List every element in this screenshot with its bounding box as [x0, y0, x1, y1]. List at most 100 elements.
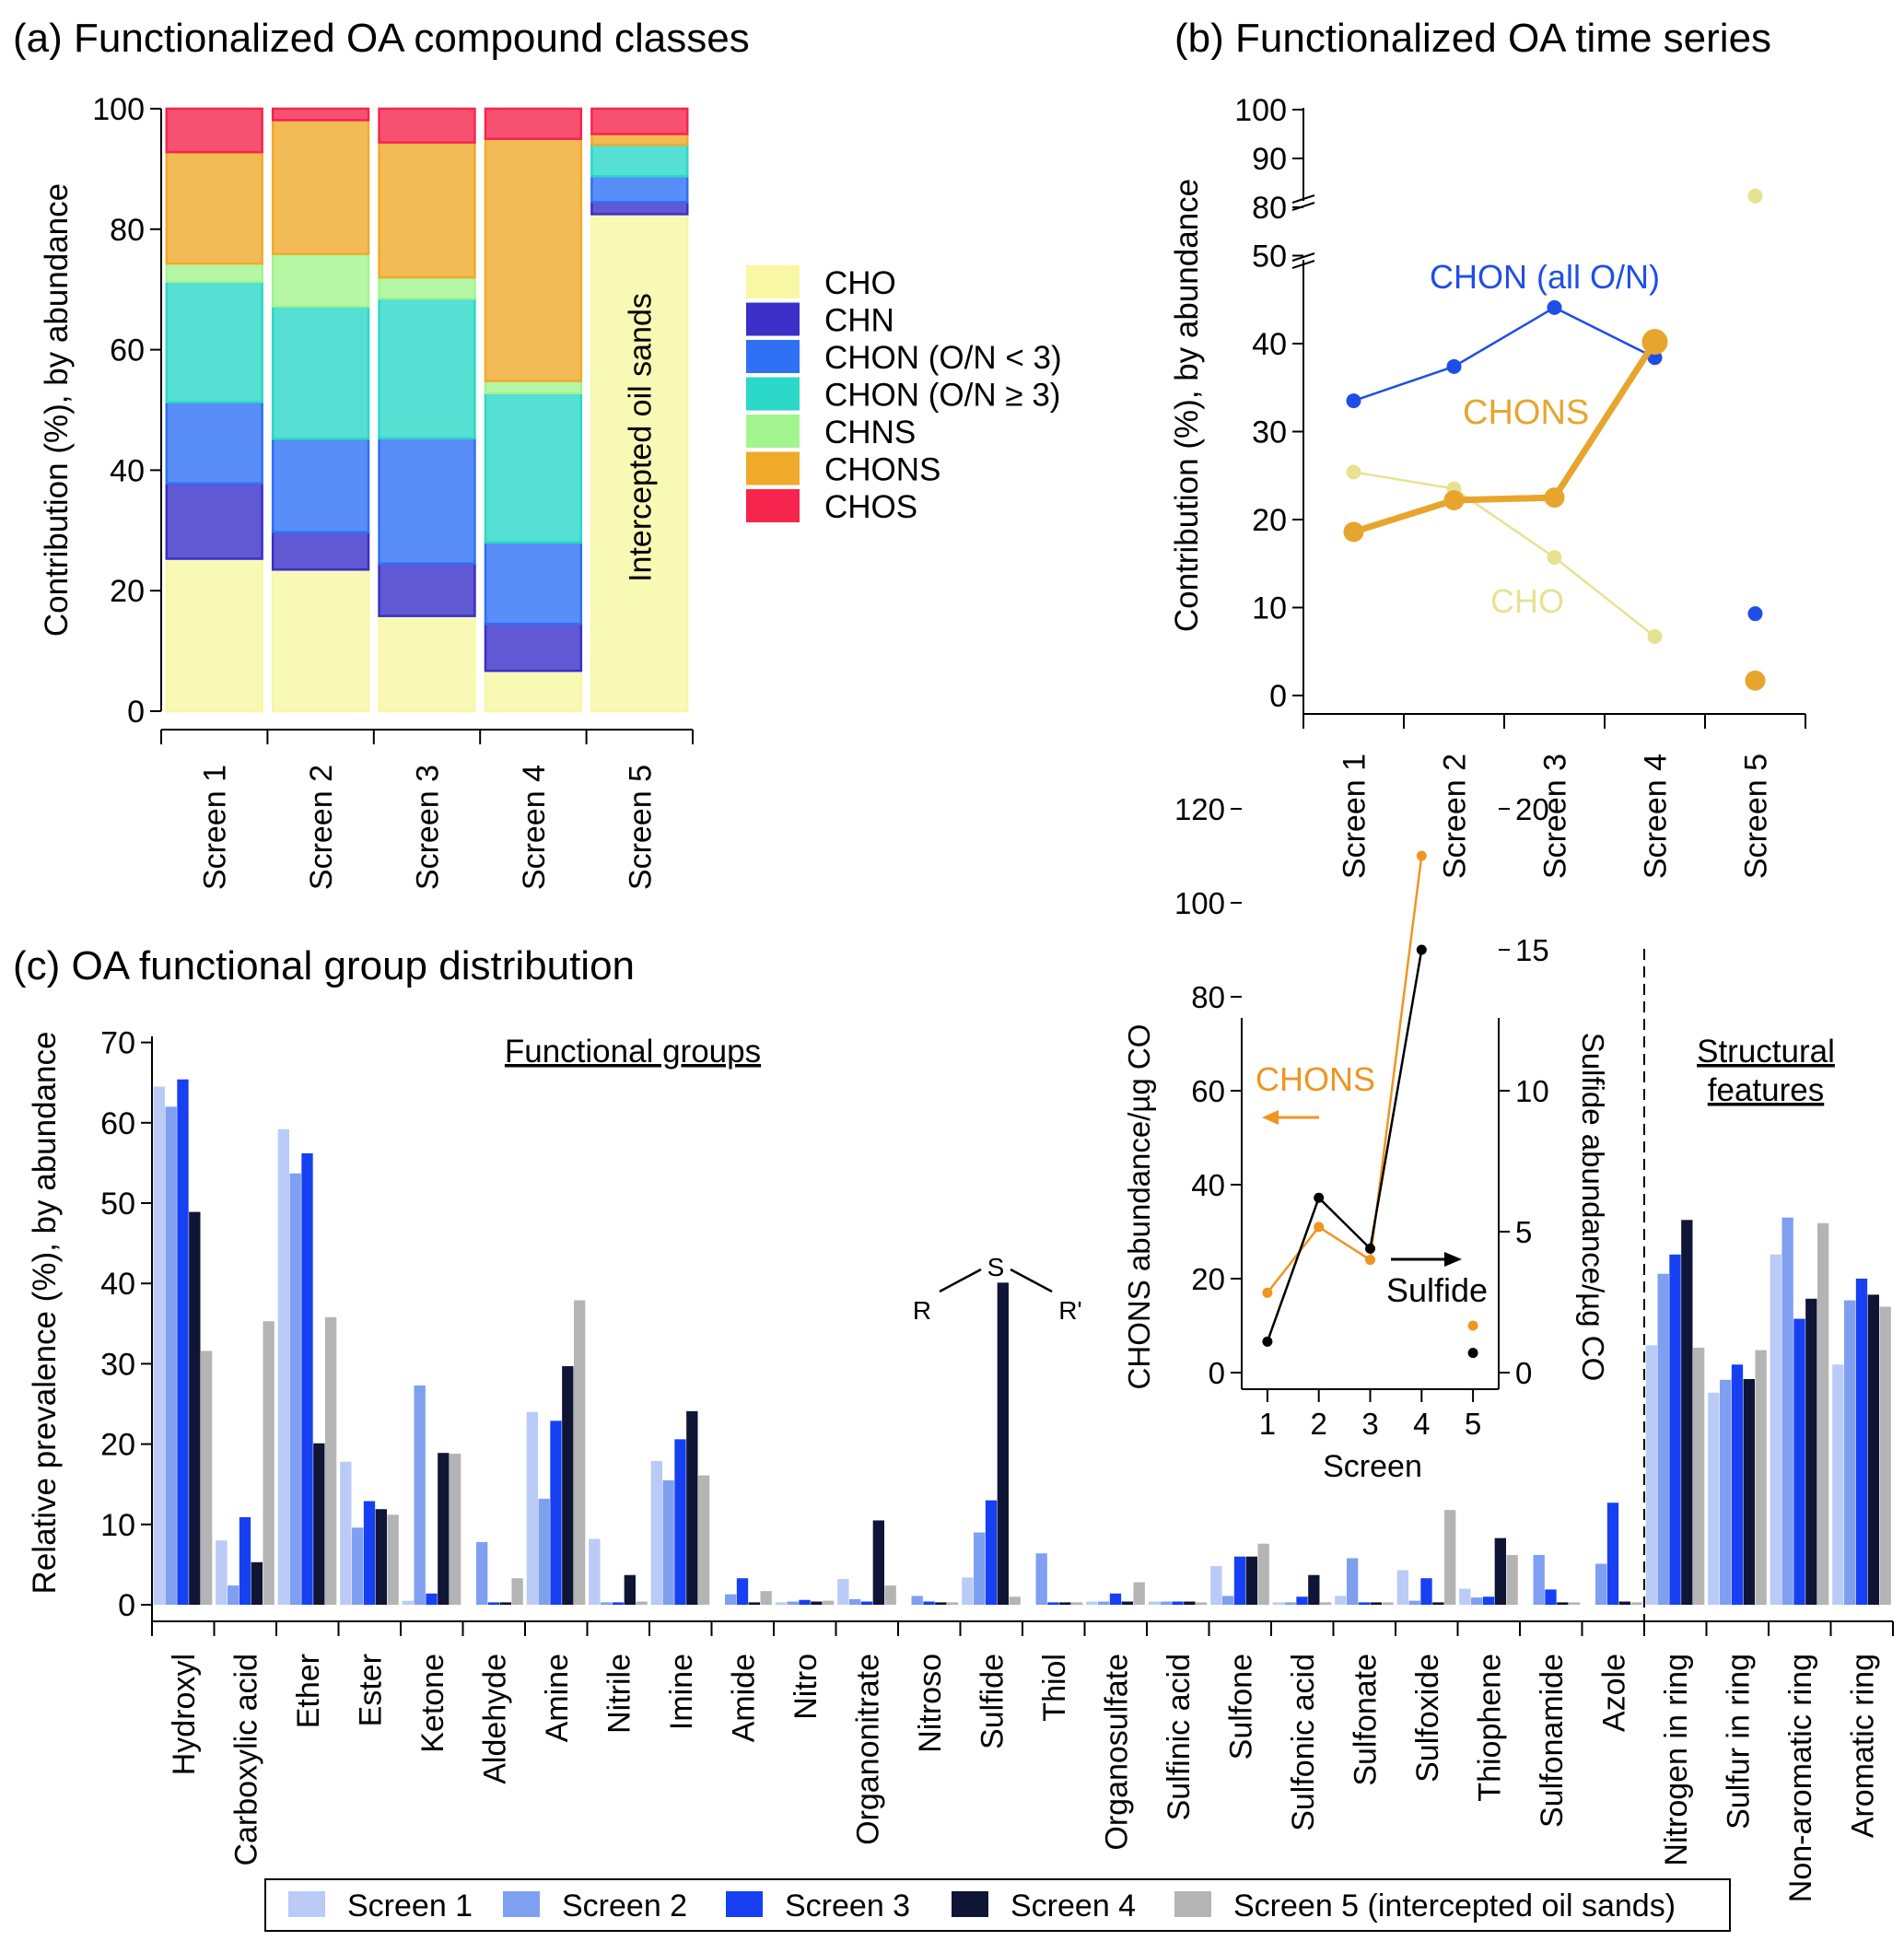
inset-x-axis-title: Screen	[1323, 1449, 1422, 1484]
section-label-structural: features	[1708, 1072, 1824, 1108]
bar-screen-2	[1284, 1602, 1296, 1605]
bar-screen-3	[985, 1500, 998, 1605]
stack-segment-chon-o-n-3-	[165, 280, 263, 403]
bar-screen-3	[674, 1439, 686, 1605]
bar-screen-4	[189, 1211, 201, 1605]
data-point-chon-all-o-n-	[1747, 606, 1763, 622]
x-tick-label: Screen 3	[411, 765, 446, 890]
bar-screen-3	[1420, 1578, 1432, 1605]
bar-screen-4	[562, 1366, 574, 1605]
panel-c-title: (c) OA functional group distribution	[13, 943, 635, 988]
panel-a-title: (a) Functionalized OA compound classes	[13, 16, 750, 61]
inset-arrowhead-right	[1444, 1252, 1462, 1267]
bar-screen-5	[1257, 1543, 1269, 1605]
stack-segment-cho	[378, 614, 476, 713]
series-label-chons: CHONS	[1463, 393, 1589, 432]
bar-screen-2	[849, 1598, 861, 1605]
inset-left-tick-label: 40	[1191, 1168, 1225, 1202]
bar-screen-2	[165, 1106, 177, 1605]
inset-point-sulfide	[1365, 1243, 1375, 1254]
y-tick-label: 10	[100, 1508, 135, 1543]
x-tick-label: Azole	[1596, 1654, 1631, 1732]
y-tick-label: 60	[110, 333, 145, 368]
bar-screen-5	[1195, 1602, 1208, 1605]
y-tick-label: 30	[1252, 415, 1287, 450]
bar-screen-4	[1245, 1556, 1257, 1605]
bar-screen-4	[1494, 1538, 1506, 1605]
structure-atom-r: R	[913, 1296, 931, 1325]
bar-screen-2	[1781, 1217, 1793, 1605]
bar-screen-2	[974, 1532, 986, 1605]
y-tick-label: 100	[92, 92, 145, 127]
panel-c: (c) OA functional group distribution0102…	[13, 943, 1894, 1932]
data-point-cho	[1747, 188, 1763, 204]
bar-screen-1	[1832, 1364, 1844, 1605]
bar-screen-1	[1086, 1601, 1098, 1605]
legend-label: Screen 2	[562, 1888, 687, 1923]
legend-label: CHONS	[824, 452, 940, 488]
stack-segment-chon-o-n-3-	[378, 437, 476, 566]
inset-x-tick-label: 1	[1259, 1407, 1276, 1441]
inset-series-label-sulfide: Sulfide	[1386, 1271, 1488, 1309]
legend-label: CHOS	[824, 489, 917, 525]
structure-atom-s: S	[987, 1253, 1005, 1281]
inset-x-tick-label: 2	[1311, 1407, 1327, 1441]
x-tick-label: Aromatic ring	[1845, 1654, 1880, 1838]
legend-swatch	[952, 1891, 988, 1917]
x-tick-label: Imine	[664, 1654, 699, 1730]
bar-screen-5	[1506, 1554, 1518, 1605]
bar-screen-3	[487, 1602, 500, 1605]
bar-screen-1	[402, 1600, 415, 1605]
bar-screen-4	[748, 1602, 760, 1605]
bar-screen-5	[1568, 1602, 1581, 1605]
bar-screen-5	[1879, 1306, 1891, 1605]
data-point-chons	[1641, 329, 1668, 356]
stack-segment-chn	[484, 622, 583, 672]
legend-swatch	[746, 415, 800, 448]
bar-screen-1	[153, 1086, 166, 1605]
y-tick-label: 0	[118, 1588, 135, 1623]
legend-label: Screen 4	[1010, 1888, 1136, 1923]
bar-screen-2	[414, 1385, 426, 1605]
inset-right-tick-label: 5	[1515, 1215, 1532, 1249]
inset-point-sulfide	[1314, 1192, 1325, 1203]
bar-screen-4	[811, 1601, 823, 1605]
panel-a: (a) Functionalized OA compound classes 0 2…	[13, 16, 1062, 890]
y-tick-label: 30	[100, 1347, 135, 1382]
y-tick-label: 20	[1252, 503, 1287, 538]
data-point-chons	[1443, 489, 1465, 510]
legend-swatch	[503, 1891, 540, 1917]
bar-screen-4	[935, 1602, 947, 1605]
y-tick-label: 20	[110, 574, 145, 609]
inset-right-tick-label: 0	[1515, 1356, 1532, 1390]
x-tick-label: Screen 2	[1438, 754, 1473, 879]
bar-screen-4	[1618, 1601, 1630, 1605]
bar-screen-4	[1681, 1220, 1693, 1605]
bar-screen-2	[1347, 1558, 1359, 1605]
x-tick-label: Sulfoxide	[1410, 1654, 1445, 1783]
legend-swatch	[746, 340, 800, 373]
inset-point-sulfide	[1467, 1348, 1478, 1359]
x-tick-label: Sulfide	[975, 1654, 1010, 1749]
bar-screen-2	[601, 1602, 613, 1605]
y-tick-label: 80	[1252, 191, 1287, 226]
x-tick-label: Screen 4	[517, 765, 552, 890]
bar-screen-1	[277, 1128, 290, 1605]
bar-screen-3	[736, 1578, 749, 1605]
bar-screen-3	[550, 1421, 562, 1605]
x-tick-label: Aldehyde	[477, 1654, 512, 1784]
x-tick-label: Nitrile	[602, 1654, 637, 1734]
series-label-chon: CHON (all O/N)	[1430, 258, 1660, 296]
inset-point-chons	[1365, 1255, 1375, 1266]
bar-screen-3	[363, 1501, 376, 1605]
bar-screen-2	[662, 1479, 674, 1605]
bar-screen-2	[1471, 1597, 1483, 1605]
y-tick-label: 10	[1252, 591, 1287, 626]
inset-left-tick-label: 20	[1191, 1262, 1225, 1296]
x-tick-label: Sulfonamide	[1535, 1654, 1570, 1828]
x-tick-label: Thiophene	[1472, 1654, 1507, 1802]
data-point-chons	[1544, 487, 1565, 509]
stack-segment-chons	[271, 119, 370, 255]
y-axis-title: Contribution (%), by abundance	[1169, 179, 1205, 632]
